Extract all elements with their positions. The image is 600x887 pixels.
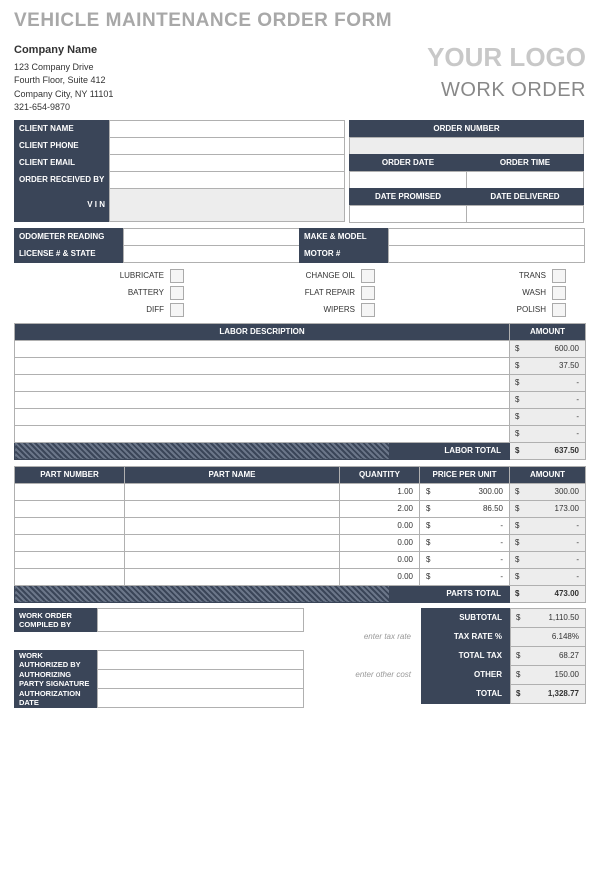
parts-table: PART NUMBER PART NAME QUANTITY PRICE PER… [14,466,586,603]
date-promised-label: DATE PROMISED [349,188,467,206]
check-changeoil-label: CHANGE OIL [306,271,355,280]
check-trans-label: TRANS [519,271,546,280]
labor-desc-header: LABOR DESCRIPTION [15,323,510,340]
check-trans[interactable] [552,269,566,283]
check-diff-label: DIFF [146,305,164,314]
table-row: $37.50 [15,357,586,374]
client-phone-label: CLIENT PHONE [14,137,110,155]
odometer-label: ODOMETER READING [14,228,124,246]
tax-rate-value[interactable]: 6.148% [510,627,586,647]
signature-label: AUTHORIZING PARTY SIGNATURE [14,669,98,689]
check-battery[interactable] [170,286,184,300]
company-name: Company Name [14,42,113,59]
date-delivered-label: DATE DELIVERED [466,188,584,206]
check-flat-label: FLAT REPAIR [305,288,355,297]
order-number-field[interactable] [349,137,584,155]
auth-by-label: WORK AUTHORIZED BY [14,650,98,670]
company-city: Company City, NY 11101 [14,88,113,102]
other-label: OTHER [421,665,511,685]
order-time-label: ORDER TIME [466,154,584,172]
work-order-heading: WORK ORDER [427,79,586,102]
check-changeoil[interactable] [361,269,375,283]
auth-date-label: AUTHORIZATION DATE [14,688,98,708]
order-date-field[interactable] [349,171,467,189]
service-checks: LUBRICATE CHANGE OIL TRANS BATTERY FLAT … [14,269,586,317]
check-polish-label: POLISH [517,305,546,314]
other-value[interactable]: $150.00 [510,665,586,685]
auth-date-field[interactable] [97,688,304,708]
odometer-field[interactable] [123,228,300,246]
order-date-label: ORDER DATE [349,154,467,172]
check-diff[interactable] [170,303,184,317]
logo-placeholder: YOUR LOGO [427,42,586,73]
date-promised-field[interactable] [349,205,467,223]
client-phone-field[interactable] [109,137,345,155]
table-row: 0.00$-$- [15,551,586,568]
table-row: 0.00$-$- [15,517,586,534]
check-battery-label: BATTERY [128,288,164,297]
parts-name-header: PART NAME [125,466,340,483]
order-recv-field[interactable] [109,171,345,189]
client-email-label: CLIENT EMAIL [14,154,110,172]
check-wipers[interactable] [361,303,375,317]
check-flat[interactable] [361,286,375,300]
compiled-by-field[interactable] [97,608,304,632]
table-row: 2.00$86.50$173.00 [15,500,586,517]
total-tax-value: $68.27 [510,646,586,666]
table-row: $600.00 [15,340,586,357]
table-row: $- [15,425,586,442]
table-row: 1.00$300.00$300.00 [15,483,586,500]
license-field[interactable] [123,245,300,263]
table-row: $- [15,408,586,425]
motor-label: MOTOR # [299,245,389,263]
motor-field[interactable] [388,245,585,263]
auth-by-field[interactable] [97,650,304,670]
check-wash-label: WASH [522,288,546,297]
client-name-label: CLIENT NAME [14,120,110,138]
company-phone: 321-654-9870 [14,101,113,115]
table-row: $- [15,374,586,391]
compiled-by-label: WORK ORDER COMPILED BY [14,608,98,632]
parts-amount-header: AMOUNT [510,466,586,483]
parts-total: $473.00 [510,585,586,602]
labor-table: LABOR DESCRIPTION AMOUNT $600.00 $37.50 … [14,323,586,460]
check-lubricate[interactable] [170,269,184,283]
date-delivered-field[interactable] [466,205,584,223]
table-row: $- [15,391,586,408]
subtotal-label: SUBTOTAL [421,608,511,628]
check-lubricate-label: LUBRICATE [120,271,164,280]
subtotal-value: $1,110.50 [510,608,586,628]
parts-ppu-header: PRICE PER UNIT [420,466,510,483]
page-title: VEHICLE MAINTENANCE ORDER FORM [14,10,586,32]
vin-label: V I N [14,188,110,222]
parts-num-header: PART NUMBER [15,466,125,483]
company-addr2: Fourth Floor, Suite 412 [14,74,113,88]
make-model-field[interactable] [388,228,585,246]
parts-total-label: PARTS TOTAL [389,586,509,602]
tax-rate-label: TAX RATE % [421,627,511,647]
signature-field[interactable] [97,669,304,689]
make-model-label: MAKE & MODEL [299,228,389,246]
check-wash[interactable] [552,286,566,300]
total-tax-label: TOTAL TAX [421,646,511,666]
vin-field[interactable] [109,188,345,222]
company-addr1: 123 Company Drive [14,61,113,75]
labor-total-label: LABOR TOTAL [389,443,509,459]
client-name-field[interactable] [109,120,345,138]
total-value: $1,328.77 [510,684,586,704]
table-row: 0.00$-$- [15,568,586,585]
client-email-field[interactable] [109,154,345,172]
order-time-field[interactable] [466,171,584,189]
check-wipers-label: WIPERS [323,305,355,314]
check-polish[interactable] [552,303,566,317]
table-row: 0.00$-$- [15,534,586,551]
company-block: Company Name 123 Company Drive Fourth Fl… [14,42,113,115]
order-number-label: ORDER NUMBER [349,120,584,138]
parts-qty-header: QUANTITY [340,466,420,483]
order-recv-label: ORDER RECEIVED BY [14,171,110,189]
license-label: LICENSE # & STATE [14,245,124,263]
total-label: TOTAL [421,684,511,704]
labor-total: $637.50 [510,442,586,459]
labor-amount-header: AMOUNT [510,323,586,340]
